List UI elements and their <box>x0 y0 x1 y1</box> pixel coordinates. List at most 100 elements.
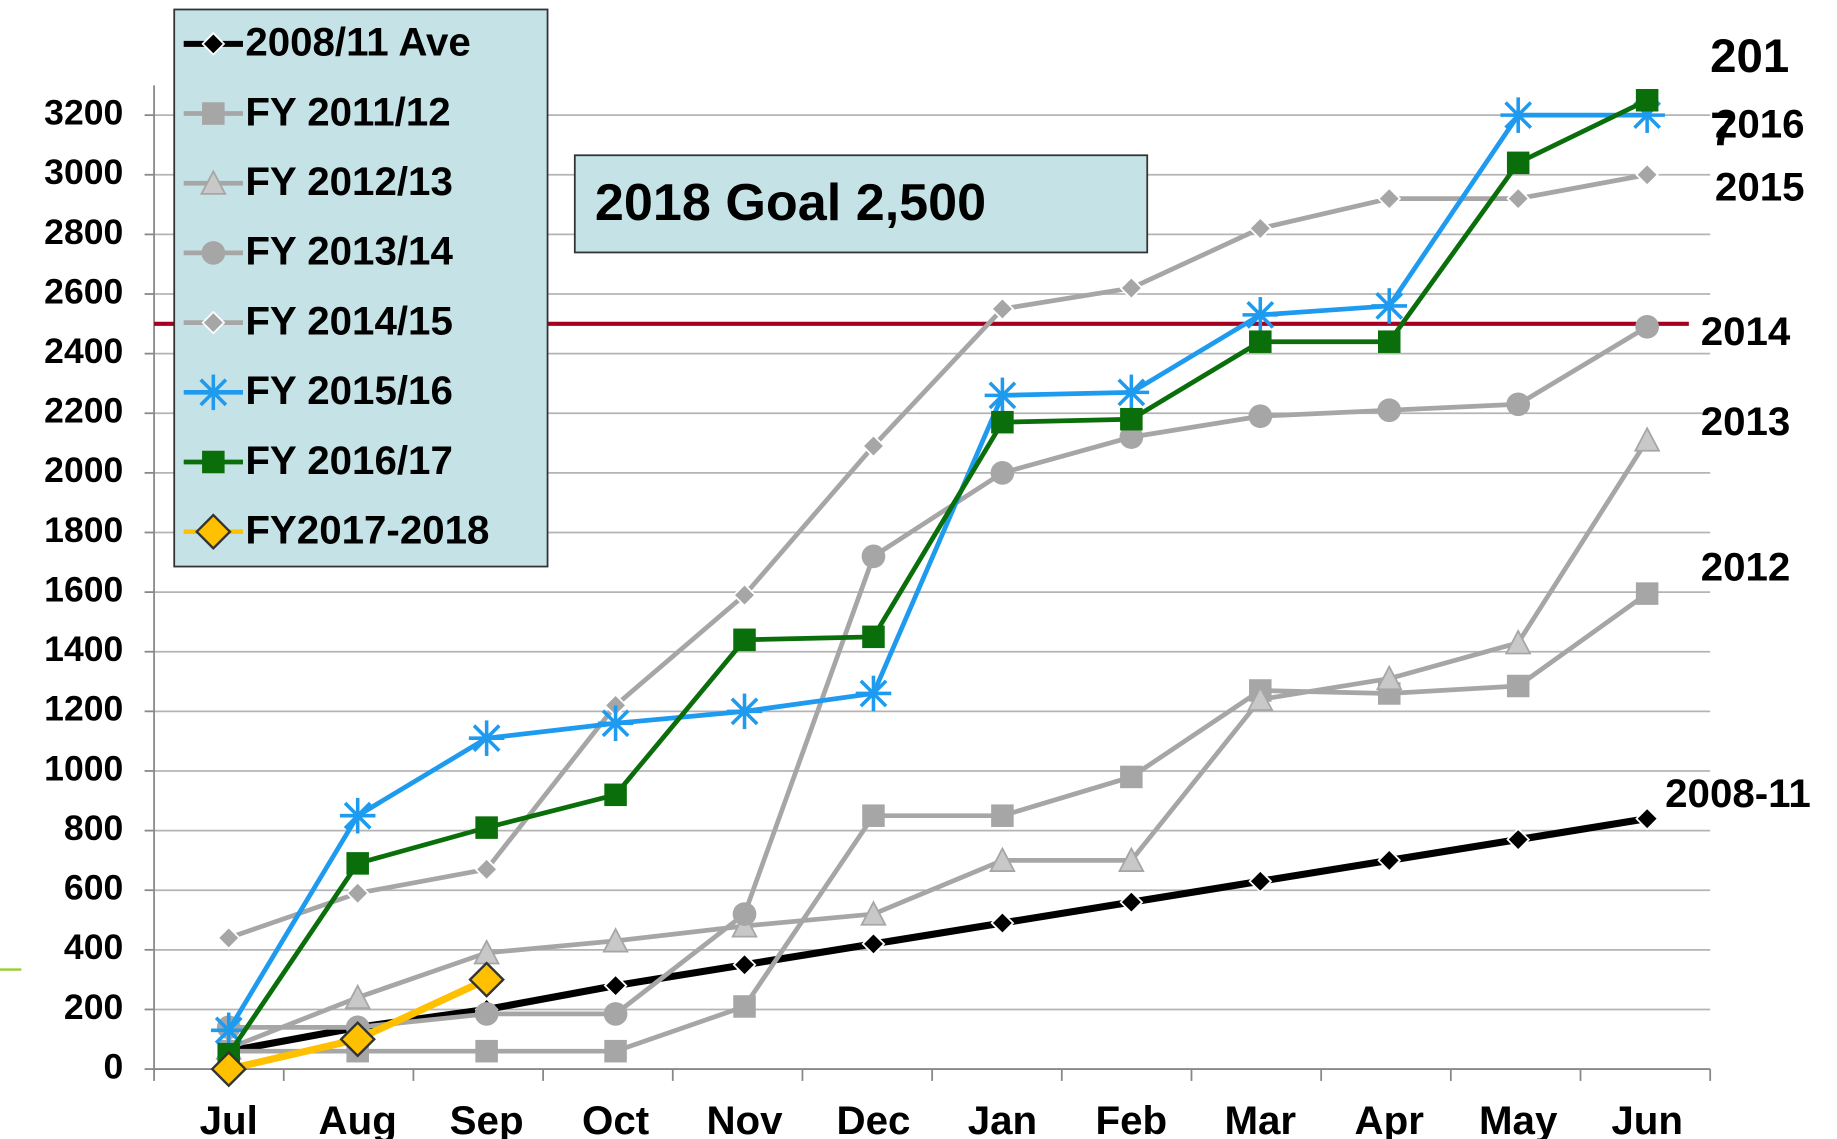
marker-shape <box>862 625 885 649</box>
marker <box>1371 288 1408 324</box>
marker-shape <box>733 628 756 652</box>
marker <box>861 931 886 956</box>
marker-shape <box>475 1039 498 1063</box>
marker-shape <box>991 804 1014 827</box>
marker-shape <box>1635 314 1659 339</box>
series-end-label: 2015 <box>1715 164 1805 209</box>
marker-shape <box>474 1002 499 1026</box>
marker <box>603 1002 628 1026</box>
marker-shape <box>991 410 1014 434</box>
marker <box>990 461 1015 485</box>
marker-shape <box>990 911 1015 935</box>
x-tick-label: Oct <box>582 1098 649 1139</box>
marker-shape <box>1504 101 1533 130</box>
marker <box>602 927 629 953</box>
series-line <box>227 172 1648 941</box>
y-tick-label: 2200 <box>44 391 123 431</box>
marker <box>1633 426 1661 452</box>
marker-shape <box>210 1050 248 1088</box>
x-tick-label: Apr <box>1355 1098 1425 1139</box>
marker-shape <box>1633 426 1661 452</box>
marker-shape <box>202 450 225 474</box>
marker <box>1635 582 1659 605</box>
marker <box>732 952 757 977</box>
marker <box>732 902 757 926</box>
marker <box>1635 162 1660 187</box>
marker-shape <box>344 983 372 1010</box>
marker-shape <box>1506 392 1531 417</box>
series-line <box>226 98 1649 1056</box>
x-tick-label: Jul <box>200 1098 258 1139</box>
marker-shape <box>1120 765 1143 789</box>
marker-shape <box>1119 890 1144 915</box>
y-tick-label: 600 <box>64 868 123 908</box>
marker <box>990 911 1015 935</box>
marker-shape <box>1635 582 1659 605</box>
marker <box>1246 685 1274 711</box>
marker-shape <box>1377 398 1402 423</box>
marker-shape <box>1246 300 1275 329</box>
series-line <box>228 815 1648 1055</box>
marker-shape <box>861 434 886 458</box>
marker <box>210 1050 248 1088</box>
marker <box>1377 398 1402 423</box>
legend-label: FY 2016/17 <box>245 438 453 483</box>
x-tick-label: Feb <box>1096 1098 1168 1139</box>
marker <box>991 410 1014 434</box>
marker-shape <box>345 881 370 906</box>
marker <box>1119 890 1144 915</box>
marker-shape <box>602 927 629 953</box>
marker <box>1248 869 1273 894</box>
marker-shape <box>201 31 226 56</box>
goal-box <box>573 154 1149 254</box>
marker-shape <box>1248 216 1273 241</box>
series-line <box>227 438 1650 1051</box>
marker-shape <box>603 1002 628 1026</box>
marker-shape <box>1246 685 1274 711</box>
marker <box>1635 806 1660 831</box>
marker-shape <box>1375 292 1404 320</box>
marker <box>339 1020 376 1058</box>
marker-shape <box>1635 806 1660 831</box>
legend-label: FY 2011/12 <box>245 89 450 134</box>
marker <box>195 374 232 411</box>
x-tick-label: Jun <box>1611 1098 1683 1139</box>
marker-shape <box>1119 276 1144 300</box>
marker <box>862 625 885 649</box>
x-tick-label: Sep <box>450 1098 524 1139</box>
marker-shape <box>1248 404 1273 429</box>
marker <box>1249 330 1272 353</box>
marker-shape <box>201 310 226 335</box>
marker <box>1119 276 1144 300</box>
marker-shape <box>859 679 888 708</box>
series-end-label: 2016 <box>1715 101 1805 146</box>
marker-shape <box>200 169 227 195</box>
marker-shape <box>1118 846 1145 872</box>
marker-shape <box>1375 664 1403 691</box>
marker-shape <box>861 931 886 956</box>
goal-label: 2018 Goal 2,500 <box>595 174 986 232</box>
marker-shape <box>195 513 232 550</box>
marker-shape <box>1635 162 1660 187</box>
marker <box>1500 97 1536 133</box>
marker-shape <box>1120 407 1143 431</box>
marker-shape <box>989 846 1016 872</box>
marker <box>861 544 886 569</box>
marker-shape <box>474 857 499 882</box>
x-tick-label: Jan <box>968 1098 1037 1139</box>
x-tick-label: Dec <box>837 1098 911 1139</box>
x-tick-label: Mar <box>1224 1098 1296 1139</box>
marker-shape <box>732 902 757 926</box>
marker-shape <box>730 697 759 726</box>
marker <box>1506 827 1531 852</box>
marker-shape <box>604 1039 627 1063</box>
marker <box>604 1039 627 1063</box>
y-tick-label: 1200 <box>44 689 123 729</box>
marker <box>345 881 370 906</box>
y-tick-label: 1600 <box>44 569 123 609</box>
marker <box>855 675 892 712</box>
marker-shape <box>1119 425 1144 449</box>
series-end-label: 201 <box>1710 30 1789 83</box>
marker-shape <box>201 241 226 265</box>
